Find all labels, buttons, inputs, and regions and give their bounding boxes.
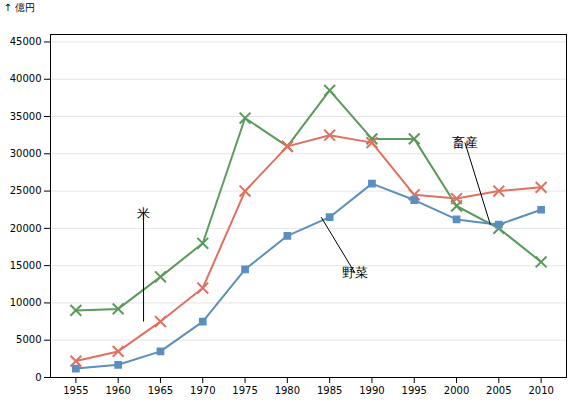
svg-text:1960: 1960: [105, 385, 130, 396]
svg-text:1985: 1985: [317, 385, 342, 396]
svg-text:1955: 1955: [63, 385, 88, 396]
svg-text:野菜: 野菜: [342, 265, 368, 280]
svg-text:米: 米: [137, 206, 150, 221]
svg-text:2000: 2000: [444, 385, 469, 396]
svg-text:2005: 2005: [486, 385, 511, 396]
svg-text:30000: 30000: [10, 148, 42, 159]
svg-text:1980: 1980: [275, 385, 300, 396]
svg-text:1975: 1975: [232, 385, 257, 396]
svg-text:45000: 45000: [10, 36, 42, 47]
svg-text:10000: 10000: [10, 297, 42, 308]
svg-text:25000: 25000: [10, 185, 42, 196]
svg-text:↑ 億円: ↑ 億円: [4, 2, 36, 13]
svg-text:20000: 20000: [10, 223, 42, 234]
svg-text:2010: 2010: [528, 385, 553, 396]
svg-text:0: 0: [35, 372, 41, 383]
svg-text:1990: 1990: [359, 385, 384, 396]
svg-text:1965: 1965: [148, 385, 173, 396]
svg-text:5000: 5000: [16, 334, 41, 345]
svg-text:35000: 35000: [10, 111, 42, 122]
svg-text:1970: 1970: [190, 385, 215, 396]
svg-text:畜産: 畜産: [452, 135, 478, 150]
svg-text:1995: 1995: [402, 385, 427, 396]
svg-text:15000: 15000: [10, 260, 42, 271]
svg-text:40000: 40000: [10, 73, 42, 84]
